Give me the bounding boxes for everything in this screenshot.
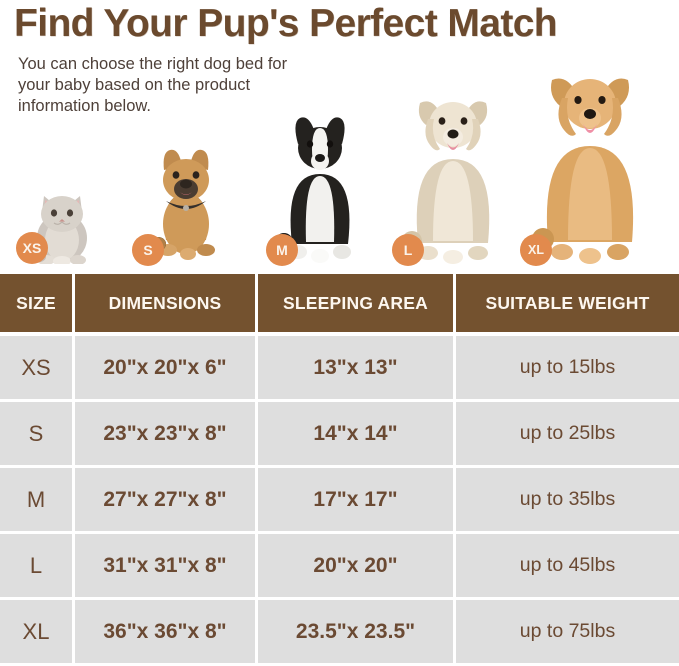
table-row: M 27"x 27"x 8" 17"x 17" up to 35lbs (0, 468, 679, 531)
intro-section: Find Your Pup's Perfect Match You can ch… (0, 0, 679, 274)
cell-weight: up to 15lbs (456, 336, 679, 399)
cell-sleeping-area: 23.5"x 23.5" (258, 600, 453, 663)
cell-dimensions: 27"x 27"x 8" (75, 468, 255, 531)
animal-xl-retriever: XL (520, 66, 652, 266)
size-badge-l: L (392, 234, 424, 266)
table-row: S 23"x 23"x 8" 14"x 14" up to 25lbs (0, 402, 679, 465)
animal-xs-cat: XS (16, 176, 100, 264)
cell-sleeping-area: 14"x 14" (258, 402, 453, 465)
cell-size: M (0, 468, 72, 531)
column-header-size: SIZE (0, 274, 72, 332)
animal-l-retriever-cream: L (392, 91, 508, 266)
page-title: Find Your Pup's Perfect Match (14, 2, 558, 45)
size-badge-xs: XS (16, 232, 48, 264)
cell-weight: up to 45lbs (456, 534, 679, 597)
table-row: XS 20"x 20"x 6" 13"x 13" up to 15lbs (0, 336, 679, 399)
cell-dimensions: 20"x 20"x 6" (75, 336, 255, 399)
table-row: L 31"x 31"x 8" 20"x 20" up to 45lbs (0, 534, 679, 597)
cell-dimensions: 36"x 36"x 8" (75, 600, 255, 663)
column-header-sleeping-area: SLEEPING AREA (258, 274, 453, 332)
cell-dimensions: 23"x 23"x 8" (75, 402, 255, 465)
cell-sleeping-area: 20"x 20" (258, 534, 453, 597)
cell-weight: up to 75lbs (456, 600, 679, 663)
cell-size: XS (0, 336, 72, 399)
cell-size: XL (0, 600, 72, 663)
size-badge-s: S (132, 234, 164, 266)
cell-weight: up to 25lbs (456, 402, 679, 465)
cell-dimensions: 31"x 31"x 8" (75, 534, 255, 597)
animal-s-frenchie: S (132, 144, 232, 266)
table-header-row: SIZE DIMENSIONS SLEEPING AREA SUITABLE W… (0, 274, 679, 332)
cell-sleeping-area: 17"x 17" (258, 468, 453, 531)
animal-size-lineup: XS S (0, 59, 679, 274)
table-row: XL 36"x 36"x 8" 23.5"x 23.5" up to 75lbs (0, 600, 679, 663)
page-subtitle: You can choose the right dog bed for you… (18, 55, 288, 115)
dog-xlarge-silhouette-icon (532, 78, 634, 264)
cell-weight: up to 35lbs (456, 468, 679, 531)
cell-sleeping-area: 13"x 13" (258, 336, 453, 399)
animal-m-collie: M (266, 114, 368, 266)
dog-medium-silhouette-icon (275, 117, 351, 263)
cell-size: S (0, 402, 72, 465)
size-badge-m: M (266, 234, 298, 266)
size-chart-table: SIZE DIMENSIONS SLEEPING AREA SUITABLE W… (0, 274, 679, 666)
size-badge-xl: XL (520, 234, 552, 266)
column-header-suitable-weight: SUITABLE WEIGHT (456, 274, 679, 332)
column-header-dimensions: DIMENSIONS (75, 274, 255, 332)
cat-silhouette-icon (28, 196, 87, 264)
cell-size: L (0, 534, 72, 597)
